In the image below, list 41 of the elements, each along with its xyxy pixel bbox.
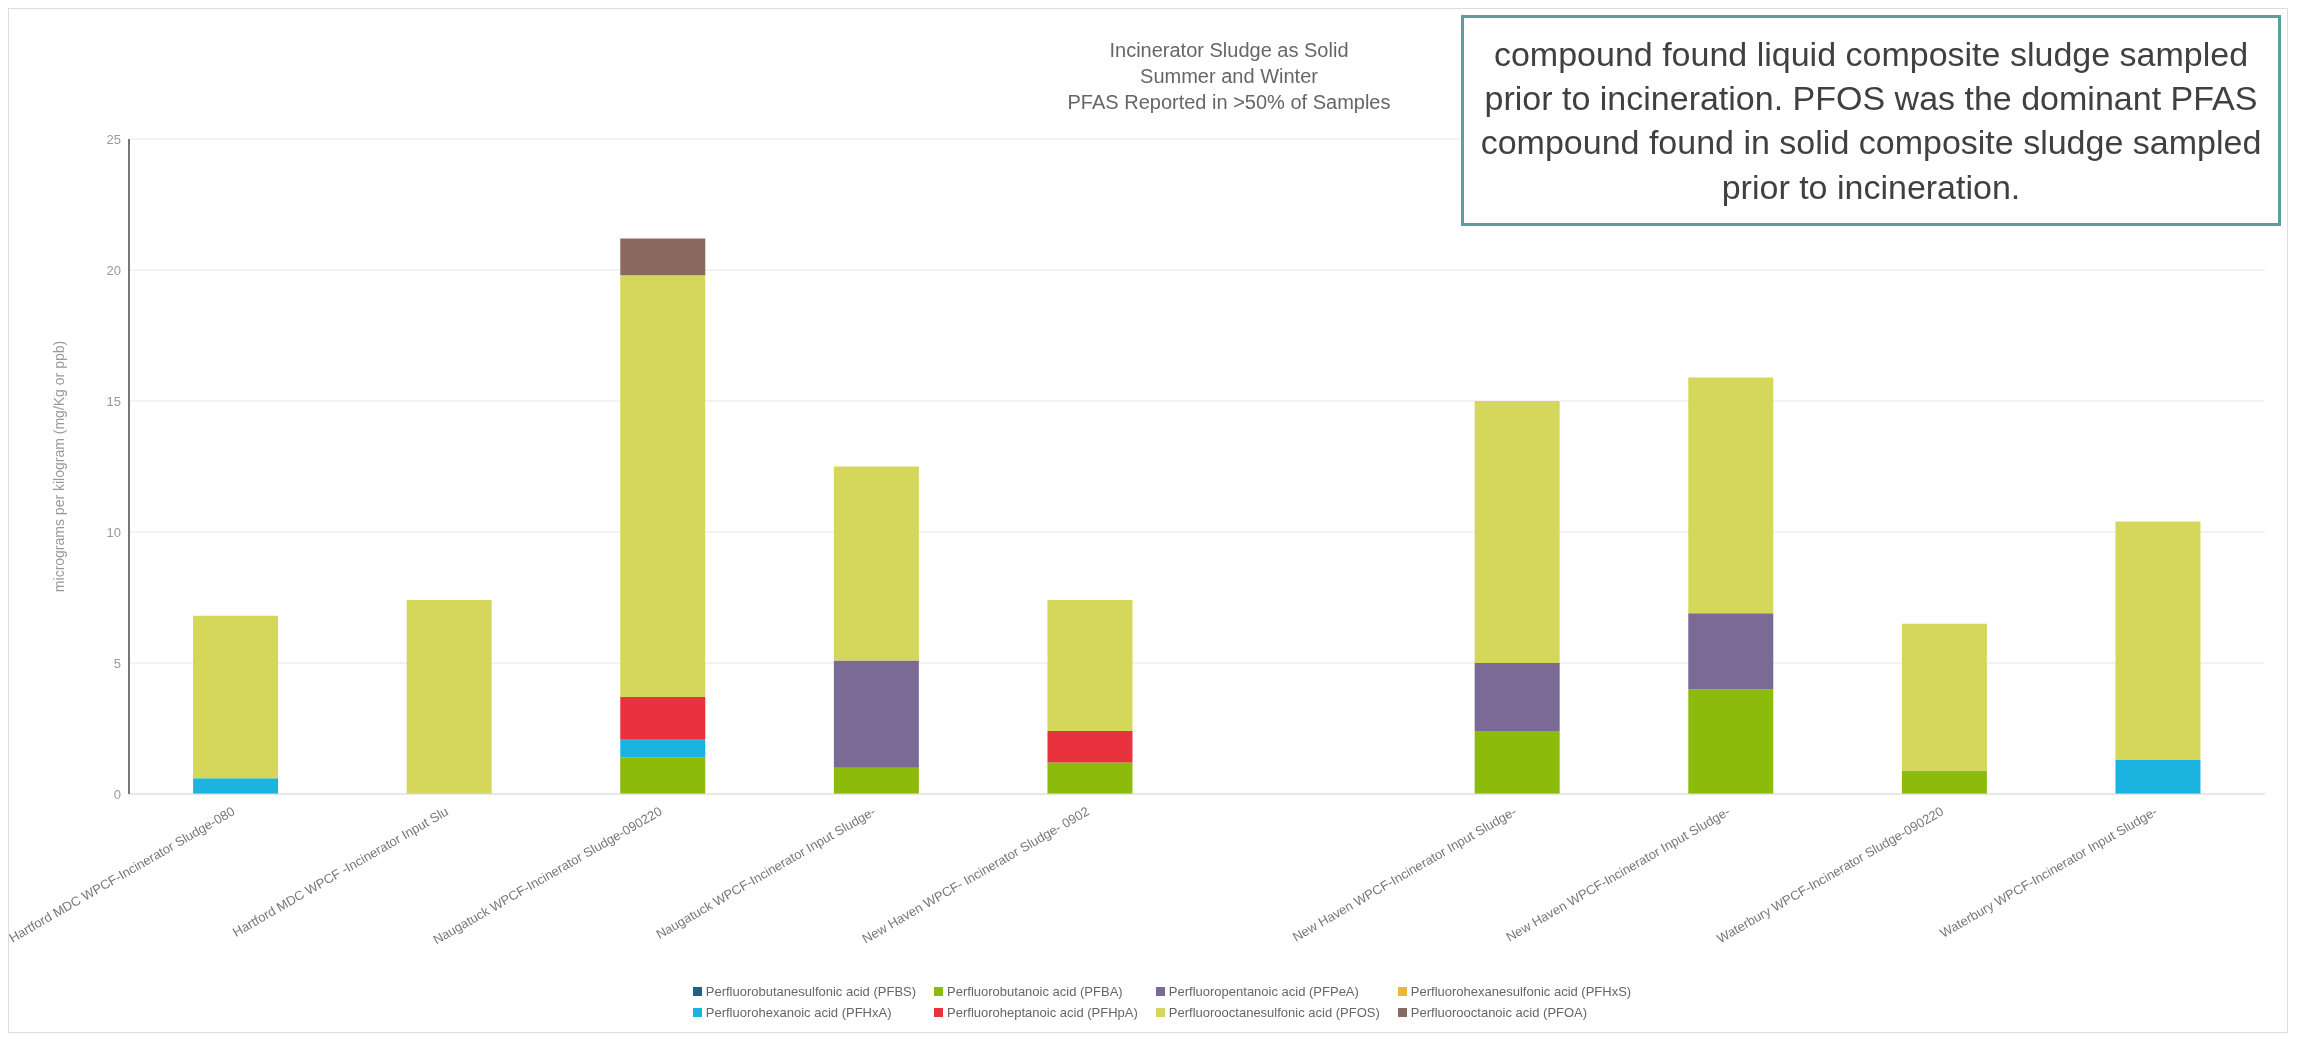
y-tick-label: 10 xyxy=(106,524,121,540)
bar xyxy=(620,757,706,794)
bar xyxy=(406,600,492,794)
legend-label: Perfluorooctanoic acid (PFOA) xyxy=(1410,1005,1588,1020)
legend-label: Perfluorohexanesulfonic acid (PFHxS) xyxy=(1410,984,1632,999)
legend-label: Perfluoropentanoic acid (PFPeA) xyxy=(1168,984,1359,999)
bar xyxy=(1474,401,1560,663)
chart-title: Incinerator Sludge as Solid Summer and Winter PFAS Reported in >50% of Samples xyxy=(1067,39,1391,113)
bar xyxy=(1474,663,1560,732)
bar xyxy=(1474,731,1560,794)
legend-label: Perfluoroheptanoic acid (PFHpA) xyxy=(947,1005,1138,1020)
legend-label: Perfluorobutanoic acid (PFBA) xyxy=(947,984,1123,999)
y-tick-label: 0 xyxy=(113,786,121,802)
bar xyxy=(620,697,706,739)
y-tick-label: 5 xyxy=(113,655,121,671)
bar xyxy=(1688,689,1774,794)
bar xyxy=(620,275,706,698)
bar xyxy=(1901,623,1987,771)
bar xyxy=(1047,762,1133,794)
y-tick-label: 15 xyxy=(106,393,121,409)
bar xyxy=(833,767,919,794)
bar xyxy=(833,466,919,661)
y-tick-label: 25 xyxy=(106,131,121,147)
legend-label: Perfluorobutanesulfonic acid (PFBS) xyxy=(705,984,917,999)
bar xyxy=(2115,521,2201,760)
bar xyxy=(1901,770,1987,794)
legend-label: Perfluorohexanoic acid (PFHxA) xyxy=(705,1005,892,1020)
bar xyxy=(620,238,706,276)
bar xyxy=(193,778,279,794)
bar xyxy=(2115,759,2201,794)
legend-label: Perfluorooctanesulfonic acid (PFOS) xyxy=(1168,1005,1380,1020)
y-axis-title: micrograms per kilogram (mg/Kg or ppb) xyxy=(50,340,67,593)
bar xyxy=(833,660,919,768)
bar xyxy=(620,738,706,758)
y-tick-label: 20 xyxy=(106,262,121,278)
bar xyxy=(1047,731,1133,763)
annotation: compound found liquid composite sludge sampled prior to incineration. PFOS was the dominant PFAS compound found in solid composite sludge sampled prior to incineration. xyxy=(1461,15,2281,226)
bar xyxy=(1047,600,1133,732)
bar xyxy=(193,615,279,779)
bar xyxy=(1688,613,1774,690)
bar xyxy=(1688,377,1774,614)
